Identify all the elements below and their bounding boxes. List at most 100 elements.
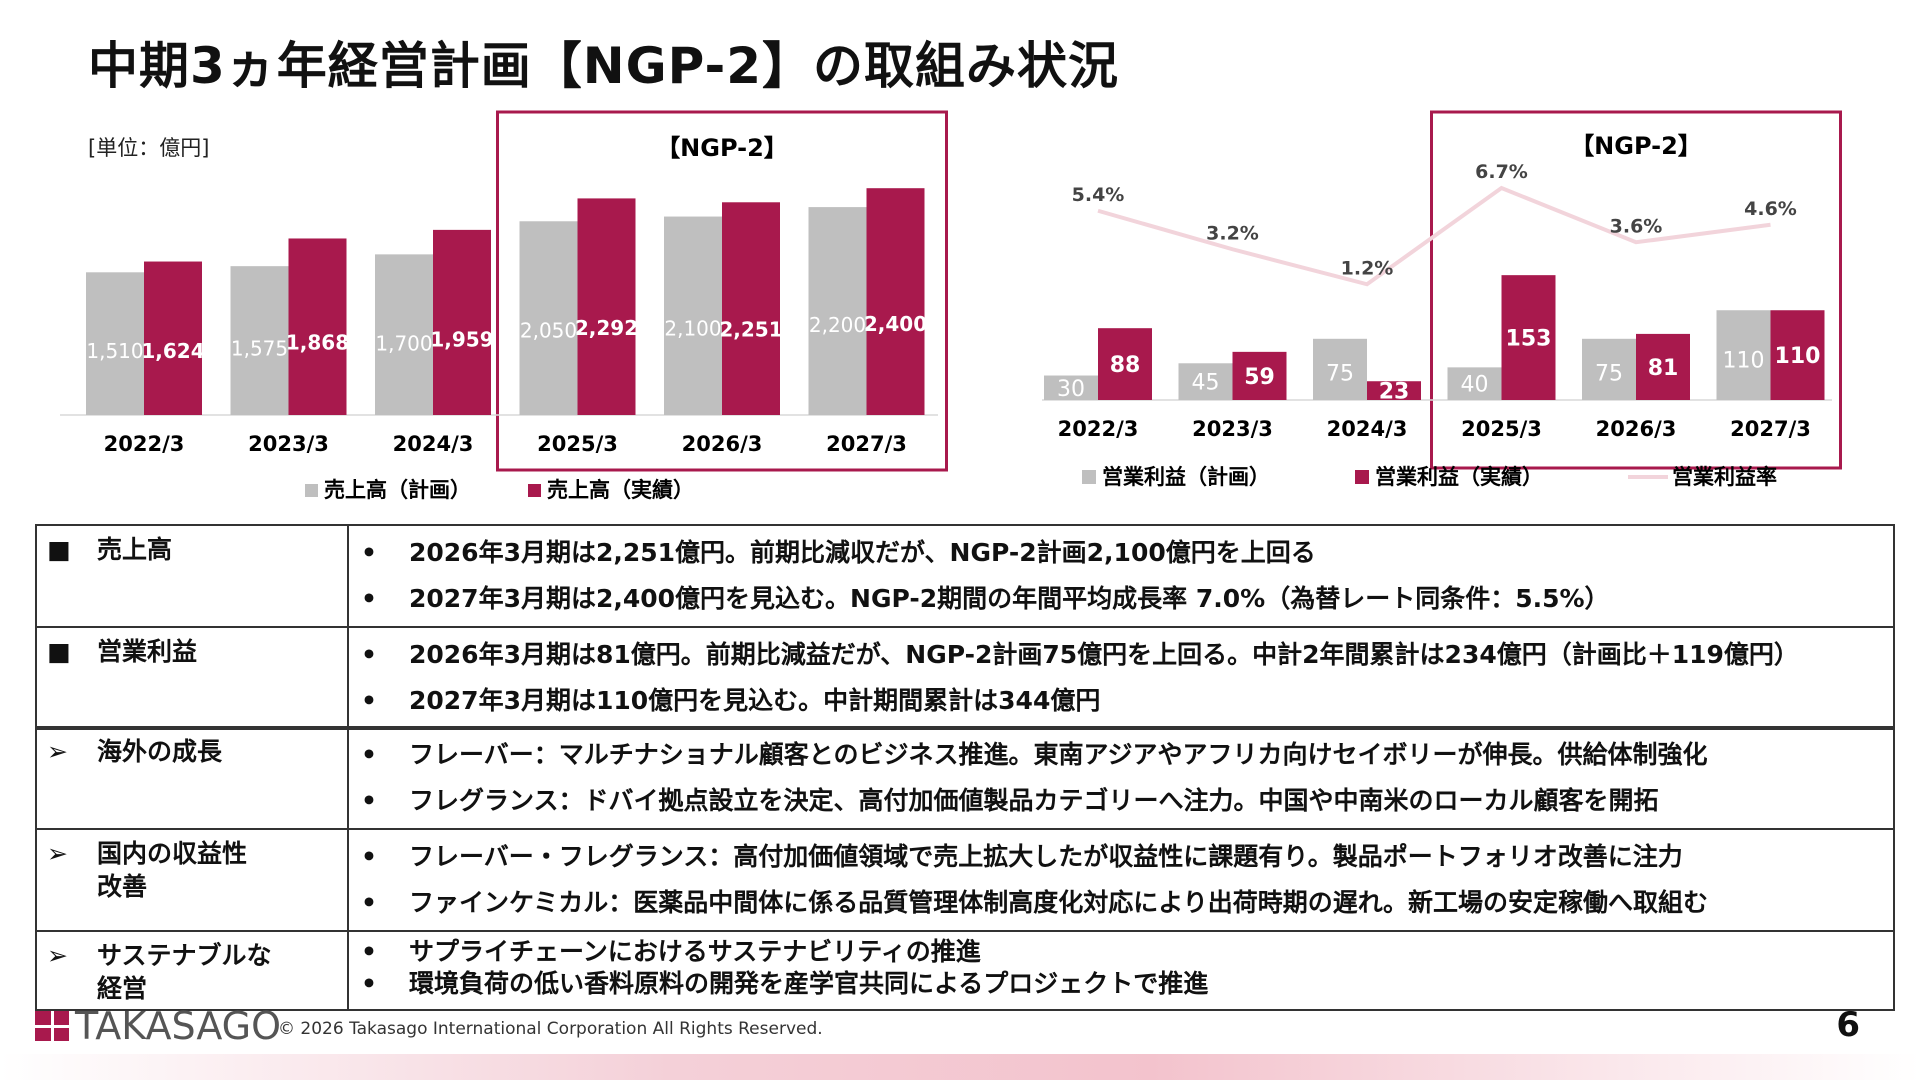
legend-actual-swatch <box>528 484 541 497</box>
actual-value-label: 153 <box>1506 327 1552 352</box>
x-tick-label: 2024/3 <box>393 432 474 456</box>
plan-bar <box>1447 367 1502 400</box>
row-heading: ■ 営業利益 <box>35 626 349 730</box>
plan-bar <box>1582 338 1636 400</box>
plan-bar <box>1044 375 1098 400</box>
row-heading: ■ 売上高 <box>35 524 349 628</box>
row-marker-icon: ■ <box>47 637 71 666</box>
row-heading-label: 営業利益 <box>97 637 198 666</box>
x-tick-label: 2026/3 <box>682 432 763 456</box>
copyright-text: © 2026 Takasago International Corporatio… <box>278 1019 823 1039</box>
row-marker-icon: ■ <box>47 535 71 564</box>
unit-label: [単位：億円] <box>88 136 210 160</box>
actual-value-label: 88 <box>1110 353 1141 378</box>
plan-value-label: 45 <box>1192 371 1220 396</box>
ngp2-label: 【NGP-2】 <box>1570 132 1702 160</box>
ngp2-frame <box>1430 110 1842 470</box>
bullet-item: フレーバー・フレグランス：高付加価値領域で売上拡大したが収益性に課題有り。製品ポ… <box>359 834 1883 880</box>
plan-value-label: 75 <box>1326 361 1354 386</box>
plan-bar <box>1313 338 1367 400</box>
actual-value-label: 2,251 <box>719 317 782 341</box>
x-tick-label: 2023/3 <box>248 432 329 456</box>
plan-bar <box>1178 363 1233 400</box>
plan-bar <box>230 266 289 415</box>
plan-value-label: 110 <box>1723 349 1765 374</box>
page-number: 6 <box>1836 1005 1860 1045</box>
x-tick-label: 2027/3 <box>1730 417 1811 441</box>
row-details: フレーバー・フレグランス：高付加価値領域で売上拡大したが収益性に課題有り。製品ポ… <box>347 828 1895 932</box>
x-tick-label: 2027/3 <box>826 432 907 456</box>
row-marker-icon: ➢ <box>47 839 68 868</box>
table-row: ■ 売上高 2026年3月期は2,251億円。前期比減収だが、NGP-2計画2,10… <box>35 524 1895 628</box>
bullet-item: フレーバー：マルチナショナル顧客とのビジネス推進。東南アジアやアフリカ向けセイボ… <box>359 732 1883 778</box>
bullet-item: ファインケミカル：医薬品中間体に係る品質管理体制高度化対応により出荷時期の遅れ。… <box>359 880 1883 926</box>
x-tick-label: 2023/3 <box>1192 417 1273 441</box>
row-heading-label: サステナブルな 経営 <box>97 939 272 1005</box>
legend-actual-swatch <box>1355 470 1369 484</box>
rate-value-label: 1.2% <box>1341 257 1394 279</box>
row-details: フレーバー：マルチナショナル顧客とのビジネス推進。東南アジアやアフリカ向けセイボ… <box>347 726 1895 830</box>
legend-actual-label: 営業利益（実績） <box>1375 465 1543 489</box>
actual-value-label: 1,868 <box>286 331 349 355</box>
actual-bar <box>433 229 491 415</box>
rate-value-label: 3.6% <box>1610 215 1663 237</box>
plan-value-label: 1,575 <box>231 336 288 360</box>
bullet-item: 2026年3月期は81億円。前期比減益だが、NGP-2計画75億円を上回る。中計… <box>359 632 1883 678</box>
legend-plan-swatch <box>305 484 318 497</box>
summary-table: ■ 売上高 2026年3月期は2,251億円。前期比減収だが、NGP-2計画2,10… <box>35 524 1895 730</box>
x-tick-label: 2026/3 <box>1596 417 1677 441</box>
legend-plan-swatch <box>1082 470 1096 484</box>
plan-value-label: 1,700 <box>375 332 432 356</box>
actual-value-label: 110 <box>1775 344 1821 369</box>
table-row: ➢ 海外の成長 フレーバー：マルチナショナル顧客とのビジネス推進。東南アジアやアフリ… <box>35 726 1895 830</box>
row-heading-label: 海外の成長 <box>97 737 223 766</box>
actual-bar <box>1367 381 1421 400</box>
actual-value-label: 2,292 <box>575 316 638 340</box>
actual-bar <box>1636 333 1690 400</box>
actual-bar <box>288 238 347 415</box>
actual-value-label: 59 <box>1244 365 1275 390</box>
row-heading: ➢ 国内の収益性 改善 <box>35 828 349 932</box>
row-details: 2026年3月期は81億円。前期比減益だが、NGP-2計画75億円を上回る。中計… <box>347 626 1895 730</box>
plan-bar <box>1716 310 1771 400</box>
x-tick-label: 2022/3 <box>104 432 185 456</box>
page-title: 中期3ヵ年経営計画【NGP-2】の取組み状況 <box>88 37 1119 95</box>
rate-line <box>1097 185 1771 287</box>
rate-value-label: 5.4% <box>1072 184 1125 206</box>
actual-bar <box>577 198 636 415</box>
legend-actual-label: 売上高（実績） <box>547 478 694 502</box>
operating-profit-chart: 【NGP-2】 30 88 2022/3 5.4% 45 59 2023/3 3.2% 75 23 2… <box>1042 110 1842 489</box>
bullet-item: サプライチェーンにおけるサステナビリティの推進 <box>359 936 1883 968</box>
bullet-item: フレグランス：ドバイ拠点設立を決定、高付加価値製品カテゴリーへ注力。中国や中南米… <box>359 778 1883 824</box>
legend-rate-label: 営業利益率 <box>1672 465 1777 489</box>
plan-bar <box>808 207 867 415</box>
row-heading-line: サステナブルな <box>97 941 272 970</box>
legend-plan-label: 営業利益（計画） <box>1102 465 1270 489</box>
actual-value-label: 23 <box>1379 380 1410 405</box>
actual-bar <box>1232 351 1287 400</box>
actual-bar <box>1770 310 1825 400</box>
x-tick-label: 2024/3 <box>1327 417 1408 441</box>
plan-bar <box>664 216 722 415</box>
rate-value-label: 3.2% <box>1206 222 1259 244</box>
row-details: サプライチェーンにおけるサステナビリティの推進環境負荷の低い香料原料の開発を産学… <box>347 930 1895 1011</box>
plan-value-label: 2,050 <box>520 319 577 343</box>
plan-value-label: 2,200 <box>809 313 866 337</box>
row-heading: ➢ 海外の成長 <box>35 726 349 830</box>
actual-bar <box>1501 275 1556 400</box>
plan-value-label: 1,510 <box>86 339 143 363</box>
row-marker-icon: ➢ <box>47 737 68 766</box>
plan-value-label: 2,100 <box>664 317 721 341</box>
row-heading-line: 改善 <box>97 872 148 901</box>
plan-value-label: 75 <box>1595 361 1623 386</box>
row-heading-label: 売上高 <box>97 535 173 564</box>
row-details: 2026年3月期は2,251億円。前期比減収だが、NGP-2計画2,100億円を… <box>347 524 1895 628</box>
bullet-item: 環境負荷の低い香料原料の開発を産学官共同によるプロジェクトで推進 <box>359 968 1883 1000</box>
actual-value-label: 1,624 <box>141 339 204 363</box>
plan-value-label: 30 <box>1057 377 1085 402</box>
actual-value-label: 2,400 <box>864 312 927 336</box>
bullet-item: 2027年3月期は110億円を見込む。中計期間累計は344億円 <box>359 678 1883 724</box>
rate-value-label: 6.7% <box>1475 161 1528 183</box>
